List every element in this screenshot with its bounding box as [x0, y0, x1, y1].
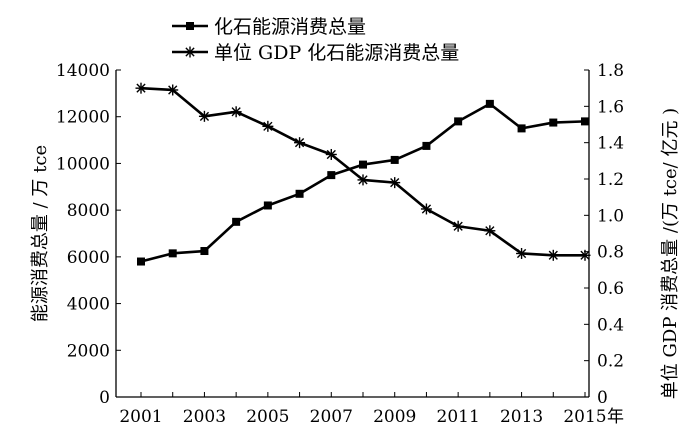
series-2-point	[452, 220, 464, 232]
series-1-point	[517, 124, 526, 133]
x-unit-label: 年	[607, 407, 624, 427]
left-tick-label: 4000	[67, 295, 110, 315]
series-1-point	[232, 217, 241, 226]
x-tick-label: 2011	[437, 407, 480, 427]
right-tick-label: 1.8	[597, 61, 624, 81]
series-2-point	[262, 120, 274, 132]
legend-label-1: 化石能源消费总量	[214, 16, 366, 38]
right-tick-label: 1.4	[597, 134, 624, 154]
series-2-point	[357, 174, 369, 186]
right-tick-label: 1.6	[597, 97, 624, 117]
left-tick-label: 2000	[67, 341, 110, 361]
series-1-point	[485, 99, 494, 108]
x-tick-label: 2003	[183, 407, 226, 427]
series-1-point	[263, 201, 272, 210]
left-tick-label: 8000	[67, 201, 110, 221]
left-tick-label: 14000	[56, 61, 110, 81]
series-1-point	[359, 160, 367, 169]
x-tick-label: 2015	[563, 407, 606, 427]
series-1-point	[581, 117, 589, 126]
series-2-point	[135, 82, 147, 94]
left-tick-label: 0	[99, 388, 110, 408]
right-axis-title: 单位 GDP 消费总量 /(万 tce/ 亿元 )	[660, 108, 681, 399]
series-1-point	[137, 257, 145, 266]
series-2-point	[420, 203, 432, 215]
right-tick-label: 1.2	[597, 170, 624, 190]
series-2-point	[579, 249, 591, 261]
ticks: 0 2000 4000 6000 8000 10000 12000 14000 0 0.2 0.4 0…	[56, 61, 624, 427]
legend-marker-square	[186, 22, 194, 30]
axes	[115, 70, 590, 398]
right-tick-label: 0.8	[597, 243, 624, 263]
x-tick-label: 2009	[373, 407, 416, 427]
x-tick-label: 2001	[119, 407, 162, 427]
series-1-point	[454, 117, 463, 126]
right-tick-label: 0.4	[597, 315, 624, 335]
left-axis-title: 能源消费总量 / 万 tce	[30, 145, 51, 322]
series-1-point	[295, 189, 304, 198]
series-1-point	[327, 171, 336, 180]
series-1-point	[390, 155, 399, 164]
series-1-point	[168, 249, 177, 258]
series-2-point	[294, 137, 306, 149]
legend-marker-star	[184, 46, 196, 58]
series-2-point	[516, 247, 528, 259]
left-tick-label: 12000	[56, 108, 110, 128]
right-tick-label: 0.2	[597, 352, 624, 372]
series-layer	[135, 82, 591, 266]
series-2-point	[389, 177, 401, 189]
axis-titles: 能源消费总量 / 万 tce 单位 GDP 消费总量 /(万 tce/ 亿元 )	[30, 108, 681, 399]
series-2-point	[198, 110, 210, 122]
series-2-point	[230, 106, 242, 118]
right-tick-label: 0.6	[597, 279, 624, 299]
series-2-point	[547, 249, 559, 261]
series-1-point	[549, 118, 558, 127]
x-tick-label: 2007	[310, 407, 353, 427]
x-tick-label: 2005	[246, 407, 289, 427]
series-2-point	[325, 148, 337, 160]
series-2-point	[484, 225, 496, 237]
x-tick-label: 2013	[500, 407, 543, 427]
series-2-point	[167, 84, 179, 96]
left-tick-label: 10000	[56, 154, 110, 174]
right-tick-label: 0	[597, 388, 608, 408]
left-tick-label: 6000	[67, 248, 110, 268]
series-1-point	[200, 247, 209, 256]
legend-label-2: 单位 GDP 化石能源消费总量	[214, 42, 459, 64]
right-tick-label: 1.0	[597, 206, 624, 226]
series-1-point	[422, 141, 431, 150]
